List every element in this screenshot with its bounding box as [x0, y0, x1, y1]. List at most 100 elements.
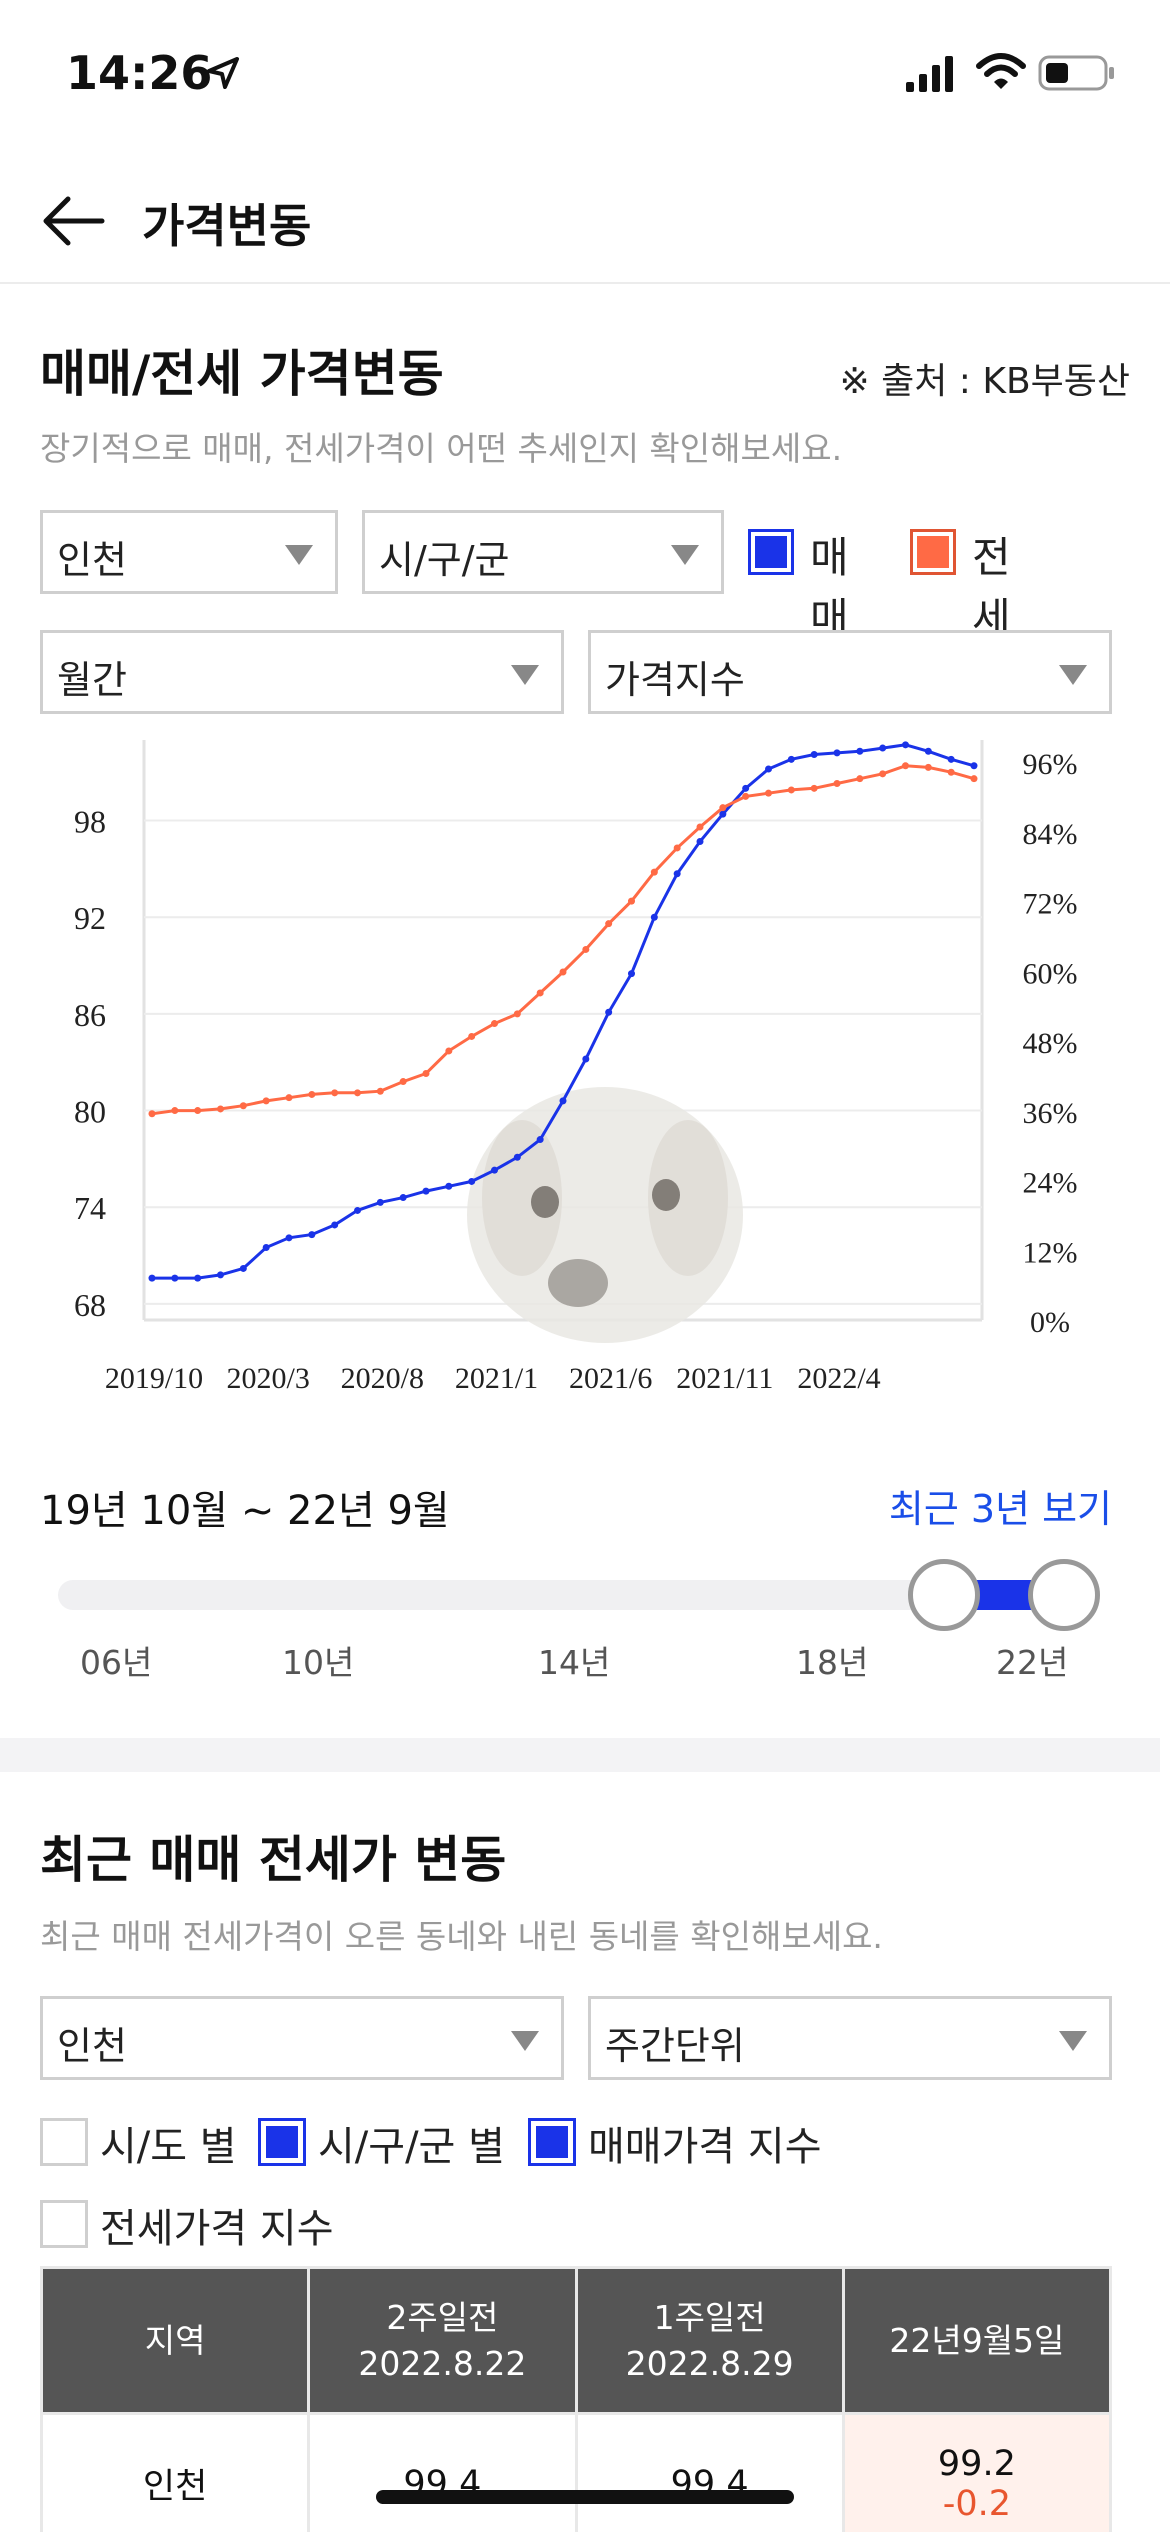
data-point [787, 786, 795, 794]
section-description: 최근 매매 전세가격이 오른 동네와 내린 동네를 확인해보세요. [40, 1917, 883, 1956]
slider-end-handle[interactable] [1028, 1559, 1100, 1631]
data-point [902, 762, 909, 770]
price-index-chart-svg: 98 92 86 80 74 68 96% 84% 72% 60% 48% 36% 24% 12% 0% 20… [74, 740, 1078, 1395]
checkbox-sale-index[interactable] [528, 2118, 576, 2166]
table-cell-two-weeks: 99.4 [307, 2412, 578, 2532]
year-range-slider-track[interactable] [58, 1580, 1068, 1610]
data-point [833, 780, 841, 787]
legend-sale-swatch [748, 529, 794, 575]
x-tick-label: 2020/8 [341, 1362, 424, 1395]
year-tick: 10년 [282, 1643, 355, 1682]
data-point [354, 1089, 361, 1097]
dog-nose-icon [548, 1259, 608, 1307]
y-right-tick-label: 72% [1023, 888, 1078, 921]
data-point [445, 1047, 453, 1055]
price-index-chart: 98 92 86 80 74 68 96% 84% 72% 60% 48% 36% 24% 12% 0% 20… [60, 730, 1120, 1410]
data-point [239, 1102, 247, 1110]
page-title: 가격변동 [142, 199, 312, 253]
data-point [582, 945, 590, 953]
y-right-tick-label: 48% [1023, 1027, 1078, 1060]
data-point [194, 1107, 202, 1115]
data-point [513, 1153, 521, 1161]
data-point [171, 1107, 179, 1115]
region-select[interactable]: 인천 [40, 510, 338, 594]
y-right-tick-label: 24% [1023, 1167, 1078, 1200]
section-description: 장기적으로 매매, 전세가격이 어떤 추세인지 확인해보세요. [40, 429, 843, 468]
data-point [719, 804, 727, 812]
data-point [833, 749, 841, 757]
cellular-signal-icon [906, 56, 953, 92]
table-header-row: 지역 2주일전 2022.8.22 1주일전 2022.8.29 22년9월5일 [39, 2266, 1113, 2415]
status-bar: 14:26 [0, 0, 1170, 140]
region-select-2[interactable]: 인천 [40, 1996, 564, 2080]
x-tick-label: 2020/3 [226, 1362, 309, 1395]
checkbox-jeonse-index[interactable] [40, 2200, 88, 2248]
data-point [605, 920, 613, 928]
data-point [445, 1182, 453, 1190]
period-select[interactable]: 월간 [40, 630, 564, 714]
table-header-region: 지역 [39, 2266, 311, 2415]
data-point [262, 1097, 270, 1105]
year-tick: 22년 [996, 1643, 1069, 1682]
data-point [376, 1087, 384, 1095]
data-point [491, 1166, 498, 1174]
data-point [902, 741, 909, 749]
recent-3-years-link[interactable]: 최근 3년 보기 [888, 1487, 1112, 1531]
dropdown-caret-icon [1059, 2031, 1087, 2051]
x-tick-label: 2019/10 [105, 1362, 203, 1395]
dropdown-caret-icon [671, 545, 699, 565]
checkbox-by-province-label: 시/도 별 [100, 2124, 237, 2170]
district-select[interactable]: 시/구/군 [362, 510, 724, 594]
y-left-tick-label: 86 [74, 997, 106, 1033]
data-point [924, 763, 932, 771]
dropdown-caret-icon [1059, 665, 1087, 685]
table-row[interactable]: 인천 99.4 99.4 99.2 -0.2 [39, 2412, 1113, 2532]
data-source-label: ※ 출처 : KB부동산 [839, 361, 1130, 402]
x-tick-label: 2021/11 [676, 1362, 773, 1395]
table-header-one-week: 1주일전 2022.8.29 [574, 2266, 845, 2415]
data-point [513, 1010, 521, 1018]
checkbox-jeonse-index-label: 전세가격 지수 [100, 2206, 334, 2252]
data-point [399, 1194, 407, 1202]
series-line-jeonse [151, 764, 975, 1116]
location-arrow-icon [207, 57, 239, 89]
data-point [719, 810, 727, 818]
legend-sale-label: 매매 [810, 533, 849, 643]
data-point [559, 1097, 567, 1105]
data-point [810, 784, 818, 792]
back-arrow-icon[interactable] [38, 186, 108, 256]
data-point [947, 755, 955, 763]
checkbox-sale-index-label: 매매가격 지수 [588, 2124, 822, 2170]
data-point [742, 792, 750, 800]
data-point [947, 768, 955, 776]
metric-select[interactable]: 가격지수 [588, 630, 1112, 714]
data-point [468, 1177, 476, 1185]
period-select-value: 월간 [57, 658, 127, 702]
checkbox-by-district[interactable] [258, 2118, 306, 2166]
y-right-tick-label: 0% [1030, 1306, 1070, 1339]
section-divider [0, 1738, 1160, 1772]
data-point [765, 789, 772, 797]
data-point [924, 747, 932, 755]
y-left-tick-label: 98 [74, 804, 106, 840]
data-point [650, 868, 658, 876]
data-point [856, 775, 864, 783]
unit-select[interactable]: 주간단위 [588, 1996, 1112, 2080]
data-point [217, 1105, 224, 1113]
data-point [696, 838, 704, 845]
y-right-tick-label: 36% [1023, 1097, 1078, 1130]
dog-ear-right-icon [648, 1120, 728, 1276]
y-right-tick-label: 84% [1023, 818, 1078, 851]
y-left-tick-label: 74 [74, 1190, 106, 1226]
table-cell-one-week: 99.4 [574, 2412, 845, 2532]
legend-jeonse-swatch [910, 529, 956, 575]
checkbox-by-province[interactable] [40, 2118, 88, 2166]
data-point [331, 1221, 339, 1229]
date-range-label: 19년 10월 ~ 22년 9월 [40, 1488, 450, 1534]
metric-select-value: 가격지수 [605, 658, 745, 702]
data-point [856, 747, 864, 755]
table-header-two-weeks: 2주일전 2022.8.22 [307, 2266, 578, 2415]
data-point [376, 1198, 384, 1206]
slider-start-handle[interactable] [908, 1559, 980, 1631]
section-title-recent-change: 최근 매매 전세가 변동 [40, 1831, 507, 1889]
